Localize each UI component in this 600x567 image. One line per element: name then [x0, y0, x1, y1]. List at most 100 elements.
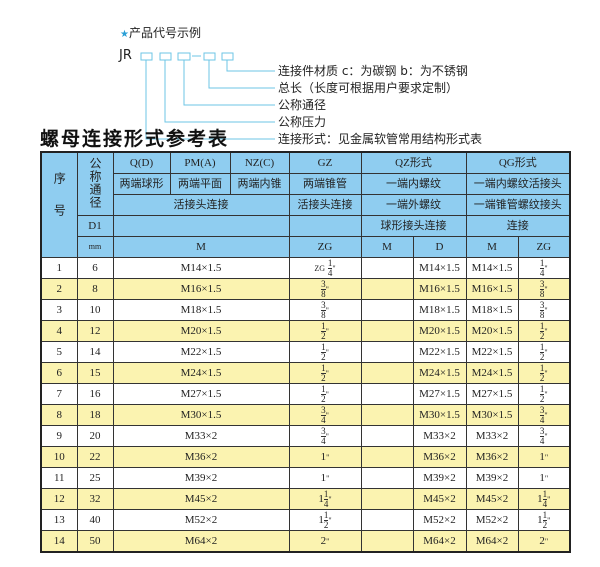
cell-qz-m: [360, 341, 414, 363]
cell-qz-d: M52×2: [412, 509, 467, 531]
cell-zg: 3 8 ": [288, 299, 362, 321]
cell-d1: 22: [76, 446, 114, 468]
cell-zg: 1 2 ": [288, 320, 362, 342]
cell-qg-m: M52×2: [465, 509, 519, 531]
header-gz-desc: 两端锥管: [288, 173, 362, 195]
cell-qg-m: M36×2: [465, 446, 519, 468]
cell-qg-m: M22×1.5: [465, 341, 519, 363]
cell-no: 8: [40, 404, 78, 426]
inch-size: 3 8 ": [321, 299, 329, 320]
inch-size: 1": [320, 450, 330, 463]
cell-qz-m: [360, 404, 414, 426]
cell-zg: 3 8 ": [288, 278, 362, 300]
cell-qz-m: [360, 320, 414, 342]
header-q: Q(D): [112, 151, 171, 174]
cell-qg-m: M27×1.5: [465, 383, 519, 405]
cell-zg: 1 2 ": [288, 362, 362, 384]
cell-qz-d: M45×2: [412, 488, 467, 510]
cell-m: M20×1.5: [112, 320, 290, 342]
cell-qz-m: [360, 299, 414, 321]
inch-size: 1 2 ": [539, 341, 548, 362]
code-box-length: [203, 52, 216, 61]
header-qg-desc3: 连接: [465, 215, 571, 237]
table-row: 11 25 M39×2 1" M39×2 M39×2 1": [40, 467, 571, 489]
cell-no: 11: [40, 467, 78, 489]
connector-pressure: [164, 60, 275, 123]
cell-zg: 1": [288, 467, 362, 489]
header-qz-desc3: 球形接头连接: [360, 215, 467, 237]
connector-material: [226, 60, 275, 72]
header-qz-desc2: 一端外螺纹: [360, 194, 467, 216]
cell-qg-m: M14×1.5: [465, 257, 519, 279]
cell-qz-d: M33×2: [412, 425, 467, 447]
cell-qg-zg: 1 2 ": [517, 362, 571, 384]
inch-size: 1 1 4 ": [318, 488, 332, 509]
cell-qg-zg: 1 2 ": [517, 341, 571, 363]
cell-m: M45×2: [112, 488, 290, 510]
header-nominal: 公称通径: [76, 151, 114, 216]
header-qz-d: D: [412, 236, 467, 258]
header-zg: ZG: [288, 236, 362, 258]
cell-zg: 1 1 2 ": [288, 509, 362, 531]
cell-zg: 1 2 ": [288, 383, 362, 405]
cell-no: 1: [40, 257, 78, 279]
header-nz-desc: 两端内锥: [229, 173, 290, 195]
cell-m: M14×1.5: [112, 257, 290, 279]
section-title: 螺母连接形式参考表: [40, 128, 230, 150]
cell-qg-zg: 3 8 ": [517, 278, 571, 300]
header-qg-desc2: 一端锥管螺纹接头: [465, 194, 571, 216]
cell-qg-zg: 1": [517, 467, 571, 489]
cell-qz-m: [360, 488, 414, 510]
inch-size: 1 1 2 ": [318, 509, 332, 530]
cell-d1: 10: [76, 299, 114, 321]
code-prefix: JR: [119, 48, 132, 63]
code-box-pressure: [159, 52, 172, 61]
cell-d1: 18: [76, 404, 114, 426]
label-diameter: 公称通径: [278, 98, 327, 112]
header-gz: GZ: [288, 151, 362, 174]
cell-qz-d: M14×1.5: [412, 257, 467, 279]
table-row: 10 22 M36×2 1" M36×2 M36×2 1": [40, 446, 571, 468]
cell-qz-m: [360, 257, 414, 279]
cell-zg: 1": [288, 446, 362, 468]
cell-d1: 25: [76, 467, 114, 489]
table-row: 5 14 M22×1.5 1 2 " M22×1.5 M22×1.5 1 2 ": [40, 341, 571, 363]
cell-d1: 20: [76, 425, 114, 447]
cell-m: M33×2: [112, 425, 290, 447]
cell-qg-m: M30×1.5: [465, 404, 519, 426]
cell-no: 10: [40, 446, 78, 468]
cell-qg-zg: 2": [517, 530, 571, 553]
header-qg: QG形式: [465, 151, 571, 174]
cell-m: M64×2: [112, 530, 290, 553]
cell-no: 7: [40, 383, 78, 405]
label-connection: 连接形式：见金属软管常用结构形式表: [278, 132, 483, 146]
inch-size: 3 4 ": [321, 404, 329, 425]
cell-qz-m: [360, 530, 414, 553]
cell-m: M39×2: [112, 467, 290, 489]
cell-qz-d: M30×1.5: [412, 404, 467, 426]
cell-qz-m: [360, 278, 414, 300]
inch-size: 1 2 ": [321, 383, 329, 404]
header-seq: 序号: [40, 151, 78, 258]
inch-size: 3 8 ": [539, 278, 548, 299]
cell-m: M36×2: [112, 446, 290, 468]
header-qg-m: M: [465, 236, 519, 258]
inch-size: 1": [539, 471, 549, 484]
header-m: M: [112, 236, 290, 258]
inch-size: 3 4 ": [321, 425, 329, 446]
inch-size: ZG 1 4 ": [314, 257, 336, 278]
cell-qz-d: M20×1.5: [412, 320, 467, 342]
inch-size: 2": [320, 534, 330, 547]
cell-qz-d: M18×1.5: [412, 299, 467, 321]
cell-qg-m: M20×1.5: [465, 320, 519, 342]
connector-length: [208, 60, 275, 89]
